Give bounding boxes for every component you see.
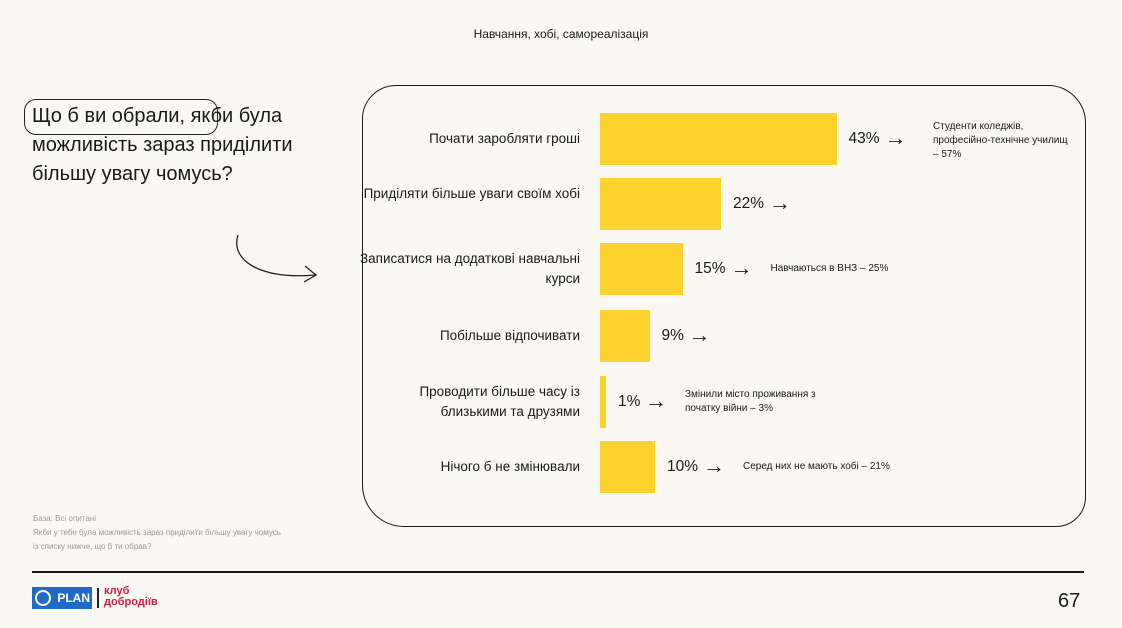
annotation: Студенти коледжів, професійно-технічне у…	[933, 121, 1068, 160]
chart-frame	[362, 85, 1086, 527]
bar	[600, 376, 606, 428]
footnote-base: База: Всі опитані	[33, 514, 96, 523]
category-label: Нічого б не змінювали	[440, 459, 580, 474]
curved-arrow-icon	[236, 234, 318, 283]
arrow-right-icon: →	[769, 190, 791, 215]
category-label: Приділяти більше уваги своїм хобі	[363, 186, 580, 201]
value-label: 9%	[661, 327, 684, 344]
value-label: 10%	[667, 458, 699, 475]
arrow-right-icon: →	[688, 322, 711, 347]
highlight-oval	[24, 99, 218, 135]
club-logo-line1: клуб	[104, 585, 130, 597]
category-label: Проводити більше часу із близькими та др…	[419, 384, 580, 419]
footnote: База: Всі опитані Якби у тебе була можли…	[33, 512, 283, 554]
category-label: Побільше відпочивати	[439, 328, 580, 343]
club-logo: клуб добродіїв	[104, 586, 158, 608]
logo-separator	[97, 588, 99, 608]
bar	[600, 113, 837, 165]
bar	[600, 441, 655, 493]
value-label: 1%	[618, 393, 641, 410]
arrow-right-icon: →	[703, 453, 725, 478]
club-logo-line2: добродіїв	[104, 596, 158, 608]
arrow-right-icon: →	[730, 255, 753, 280]
slide-title: Навчання, хобі, самореалізація	[473, 27, 649, 41]
question-text: Що б ви обрали, якби була можливість зар…	[32, 105, 293, 185]
footnote-question: Якби у тебе була можливість зараз приділ…	[33, 528, 281, 551]
bar	[600, 243, 683, 295]
arrow-right-icon: →	[884, 125, 907, 150]
value-label: 15%	[694, 260, 726, 277]
category-label: Почати заробляти гроші	[429, 131, 580, 146]
page-number: 67	[1058, 590, 1081, 612]
annotation: Серед них не мають хобі – 21%	[743, 461, 890, 472]
bar	[600, 310, 650, 362]
annotation: Навчаються в ВНЗ – 25%	[770, 263, 889, 274]
annotation: Змінили місто проживання з початку війни…	[685, 389, 816, 414]
category-label: Записатися на додаткові навчальні курси	[359, 251, 580, 286]
value-label: 43%	[848, 130, 880, 147]
divider	[32, 571, 1084, 573]
plan-logo-icon	[35, 590, 51, 606]
bar	[600, 178, 721, 230]
arrow-right-icon: →	[645, 388, 667, 413]
value-label: 22%	[733, 195, 765, 212]
